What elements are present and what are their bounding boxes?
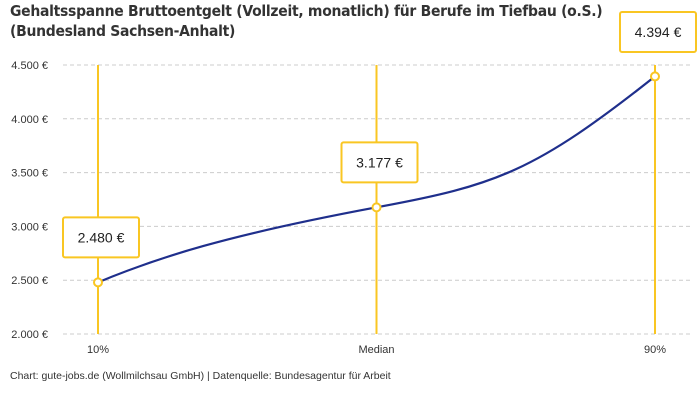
value-label-box xyxy=(340,141,419,184)
value-label-text: 2.480 € xyxy=(78,229,125,245)
y-tick-label: 2.000 € xyxy=(11,329,48,341)
y-tick-label: 4.500 € xyxy=(11,60,48,72)
y-axis-ticks: 2.000 € 2.500 € 3.000 € 3.500 € 4.000 € 4.500… xyxy=(11,60,48,341)
x-tick-label: Median xyxy=(358,344,394,356)
value-label-box xyxy=(62,216,140,259)
value-label-text: 4.394 € xyxy=(635,24,682,40)
value-label: 3.177 € xyxy=(340,141,419,184)
value-label: 4.394 € xyxy=(619,11,697,53)
percentile-markers xyxy=(97,65,656,334)
data-point xyxy=(650,71,660,82)
y-tick-label: 3.500 € xyxy=(11,168,48,180)
x-tick-label: 10% xyxy=(87,344,109,356)
chart-title-line-2: (Bundesland Sachsen-Anhalt) xyxy=(10,22,236,40)
y-tick-label: 4.000 € xyxy=(11,114,48,126)
data-points xyxy=(93,71,660,288)
x-tick-label: 90% xyxy=(644,344,666,356)
y-tick-label: 3.000 € xyxy=(11,221,48,233)
chart-title: Gehaltsspanne Bruttoentgelt (Vollzeit, m… xyxy=(10,1,603,41)
chart-title-line-1: Gehaltsspanne Bruttoentgelt (Vollzeit, m… xyxy=(10,2,603,20)
value-label-box xyxy=(619,11,697,53)
value-labels: 2.480 € 3.177 € 4.394 € xyxy=(62,11,697,259)
value-label-text: 3.177 € xyxy=(356,154,403,170)
data-point xyxy=(371,202,382,213)
value-label: 2.480 € xyxy=(62,216,140,259)
y-tick-label: 2.500 € xyxy=(11,275,48,287)
data-point xyxy=(93,277,103,288)
x-axis-ticks: 10% Median 90% xyxy=(87,344,666,356)
chart-source: Chart: gute-jobs.de (Wollmilchsau GmbH) … xyxy=(10,370,391,382)
